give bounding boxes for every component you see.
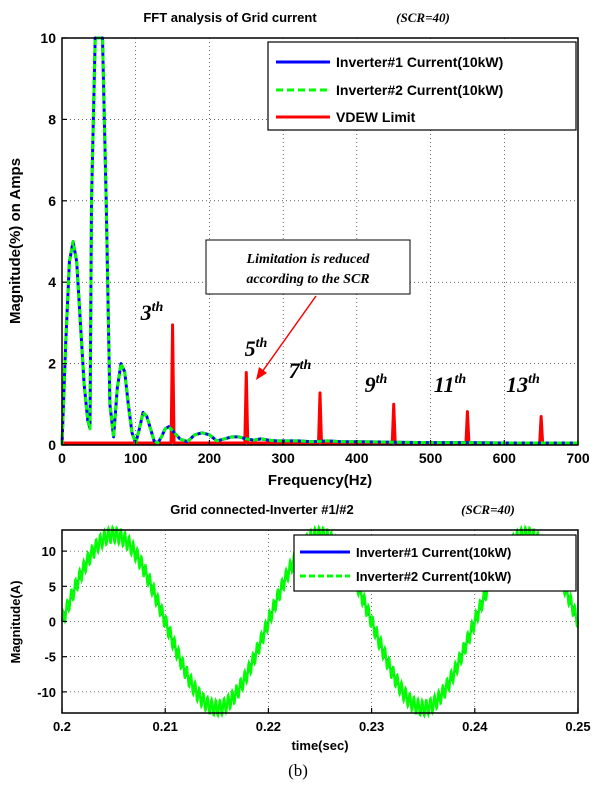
chart2-xtick-label: 0.25 [565,719,590,734]
chart1-xtick-label: 400 [345,450,369,466]
chart1-ticks: 0 100 200 300 400 500 600 700 0 2 4 6 8 10 [40,30,589,466]
current-chart: Grid connected-Inverter #1/#2 (SCR=40) I… [8,502,591,753]
harmonic-label: 7th [289,358,312,383]
chart2-xtick-label: 0.21 [153,719,178,734]
chart1-harmonic-labels: 3th 5th 7th 9th 11th 13th [140,300,540,397]
inverter2-series-line [60,36,578,446]
chart2-xtick-label: 0.2 [53,719,71,734]
chart2-legend-box [293,534,577,592]
harmonic-label: 5th [245,336,268,361]
chart1-subtitle: (SCR=40) [396,10,450,25]
chart1-xlabel: Frequency(Hz) [268,472,372,489]
chart1-xtick-label: 0 [58,450,66,466]
chart2-legend-label-2: Inverter#2 Current(10kW) [356,569,511,584]
chart2-xtick-label: 0.22 [256,719,281,734]
chart1-legend-label-3: VDEW Limit [336,109,416,125]
chart1-title: FFT analysis of Grid current [143,10,317,25]
chart2-ytick-label: 10 [42,544,56,559]
figure-caption: (b) [288,761,308,780]
chart2-xtick-label: 0.23 [359,719,384,734]
chart2-xtick-label: 0.24 [462,719,488,734]
chart2-subtitle: (SCR=40) [461,502,515,517]
harmonic-label: 3th [140,300,164,325]
harmonic-label: 9th [365,372,388,397]
chart1-ytick-label: 0 [48,437,56,453]
chart2-title: Grid connected-Inverter #1/#2 [170,502,354,517]
chart2-ytick-label: 0 [49,615,56,630]
chart1-xtick-label: 300 [271,450,295,466]
chart1-ylabel: Magnitude(%) on Amps [7,158,24,324]
fft-chart: FFT analysis of Grid current (SCR=40) 0 1… [7,10,590,489]
chart1-ytick-label: 6 [48,193,56,209]
chart2-ytick-label: 5 [49,579,56,594]
chart1-xtick-label: 200 [198,450,222,466]
chart1-xtick-label: 100 [124,450,148,466]
chart1-frame [61,37,579,446]
chart2-legend: Inverter#1 Current(10kW) Inverter#2 Curr… [293,534,577,592]
chart2-ylabel: Magnitude(A) [8,580,23,663]
chart2-xlabel: time(sec) [291,738,348,753]
chart2-ytick-label: -5 [44,650,56,665]
harmonic-label: 11th [434,372,467,397]
chart1-ytick-label: 4 [48,274,56,290]
chart2-ytick-label: -10 [37,685,56,700]
chart2-legend-label-1: Inverter#1 Current(10kW) [356,545,511,560]
chart1-ytick-label: 10 [40,30,56,46]
harmonic-label: 13th [506,372,540,397]
chart1-legend: Inverter#1 Current(10kW) Inverter#2 Curr… [267,41,577,131]
annotation-line-2: according to the SCR [246,272,369,287]
chart1-legend-box [267,41,577,131]
annotation-arrow-line [261,295,317,373]
annotation-box [205,239,411,295]
chart1-xtick-label: 700 [566,450,590,466]
chart1-annotation: Limitation is reduced according to the S… [205,239,411,380]
annotation-line-1: Limitation is reduced [246,252,371,267]
chart1-ytick-label: 2 [48,356,56,372]
chart1-ytick-label: 8 [48,111,56,127]
chart1-xtick-label: 600 [493,450,517,466]
chart2-ticks: 0.2 0.21 0.22 0.23 0.24 0.25 -10 -5 0 5 10 [37,544,590,734]
chart1-xtick-label: 500 [419,450,443,466]
annotation-arrow-head [256,367,267,380]
chart1-legend-label-1: Inverter#1 Current(10kW) [336,54,503,70]
chart2-grid [62,530,578,713]
chart1-legend-label-2: Inverter#2 Current(10kW) [336,82,503,98]
